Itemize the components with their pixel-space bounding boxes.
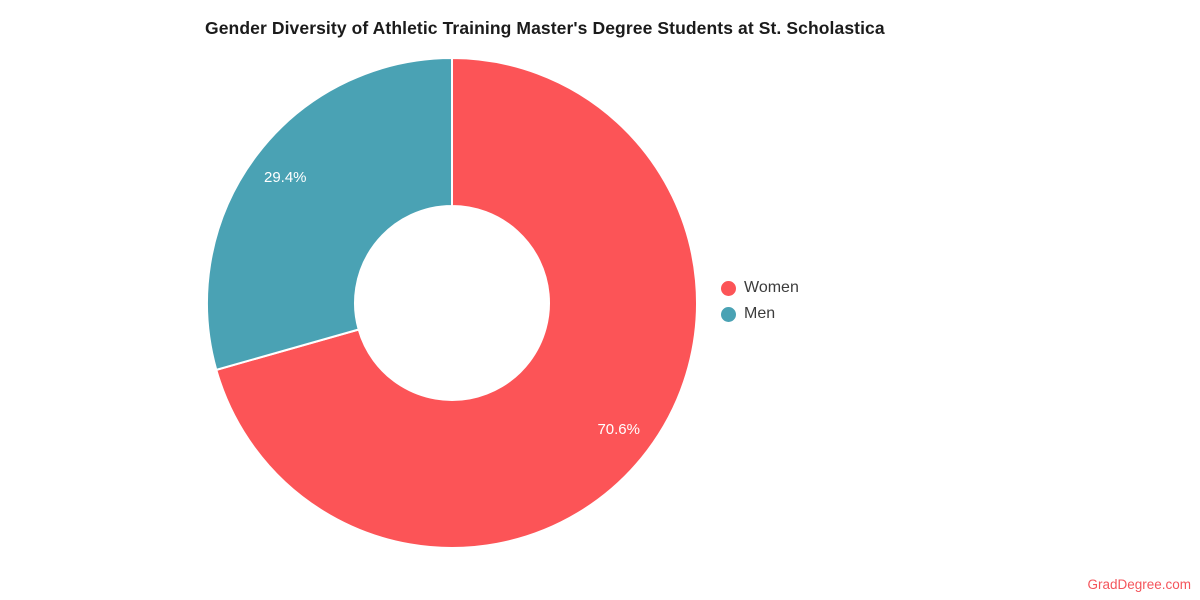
slice-percentage-label-women: 70.6% [597, 421, 640, 438]
legend-label-women: Women [744, 279, 799, 296]
slice-percentage-label-men: 29.4% [264, 169, 307, 186]
pie-slice-men [206, 57, 453, 371]
chart-title: Gender Diversity of Athletic Training Ma… [205, 18, 885, 38]
legend: Women Men [721, 280, 799, 332]
legend-item-men[interactable]: Men [721, 306, 799, 322]
watermark-link[interactable]: GradDegree.com [1087, 577, 1191, 592]
legend-label-men: Men [744, 305, 776, 322]
legend-dot-women [721, 280, 736, 296]
legend-dot-men [721, 306, 736, 322]
legend-item-women[interactable]: Women [721, 280, 799, 296]
pie-slice-women [215, 57, 698, 549]
